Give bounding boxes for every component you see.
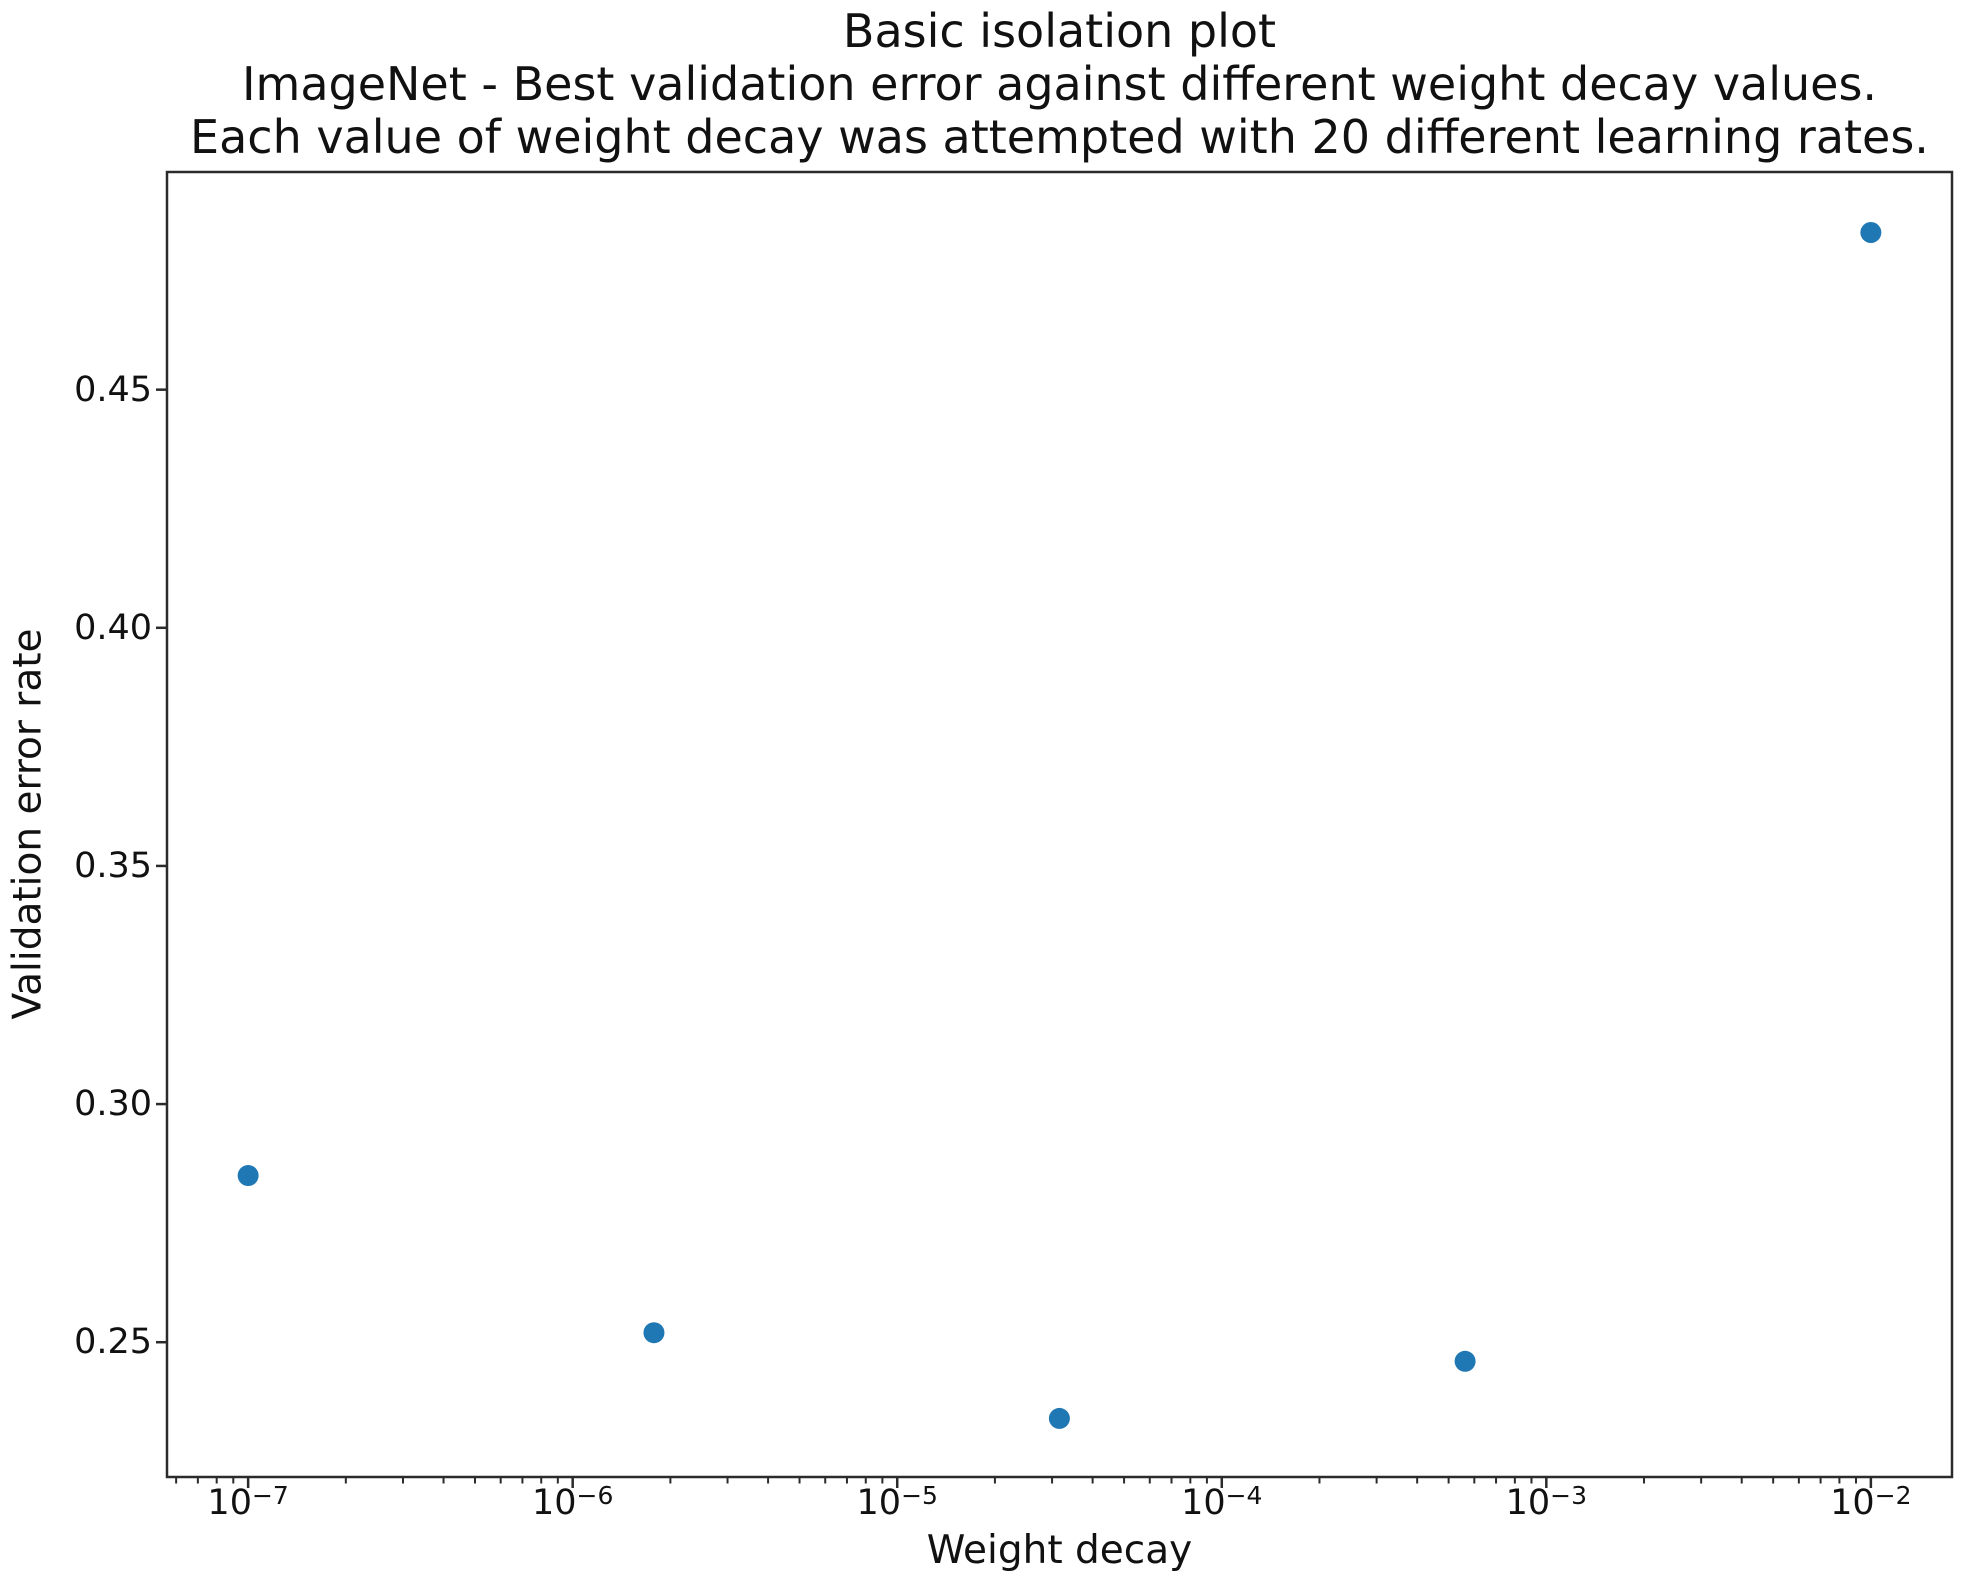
axes-spines — [165, 170, 1954, 1479]
x-axis-label: Weight decay — [926, 1528, 1193, 1573]
chart-subtitle-line-2: Each value of weight decay was attempted… — [190, 110, 1929, 164]
y-tick-label: 0.35 — [74, 845, 152, 886]
x-tick-label: 10−6 — [531, 1481, 614, 1523]
y-tick-label: 0.25 — [74, 1322, 152, 1363]
x-tick-label: 10−5 — [856, 1481, 938, 1523]
data-point — [1048, 1407, 1070, 1429]
data-point — [1860, 221, 1882, 243]
x-tick-label: 10−3 — [1505, 1481, 1588, 1523]
y-tick-label: 0.30 — [74, 1084, 152, 1125]
y-tick-label: 0.40 — [74, 607, 152, 648]
chart-subtitle-line-1: ImageNet - Best validation error against… — [241, 57, 1878, 111]
x-tick-label: 10−7 — [207, 1481, 289, 1523]
chart-title: Basic isolation plot ImageNet - Best val… — [167, 5, 1952, 164]
y-axis-label: Validation error rate — [5, 628, 51, 1020]
data-point — [1454, 1350, 1476, 1372]
x-tick-label: 10−2 — [1830, 1481, 1912, 1523]
y-tick-label: 0.45 — [74, 369, 152, 410]
x-tick-label: 10−4 — [1181, 1481, 1263, 1523]
data-point — [643, 1322, 665, 1344]
chart-title-line-1: Basic isolation plot — [842, 4, 1277, 58]
data-point — [237, 1165, 259, 1187]
